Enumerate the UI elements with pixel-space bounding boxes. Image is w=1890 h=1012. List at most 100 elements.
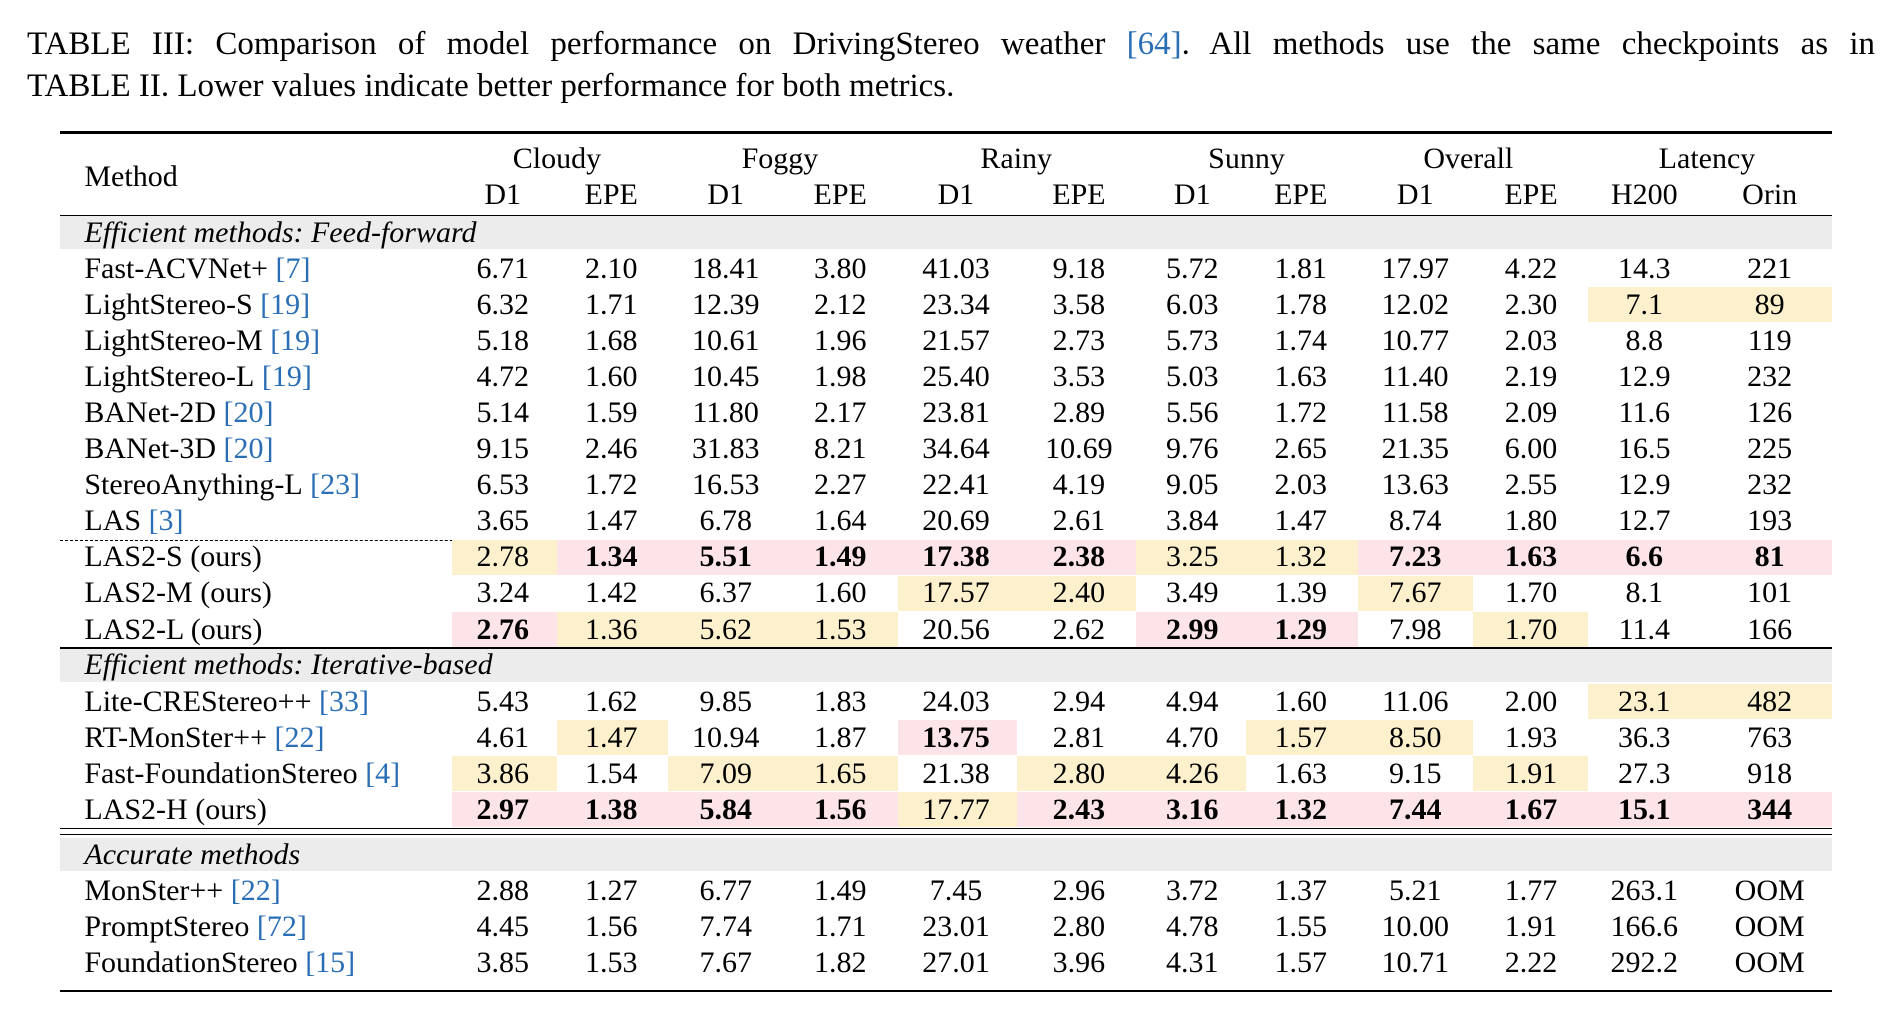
table-cell: 6.77 (699, 873, 752, 907)
column-header: Method (84, 160, 178, 194)
table-cell: 11.6 (1618, 396, 1670, 430)
table-cell: 10.45 (691, 359, 760, 393)
method-text: RT-MonSter++ (84, 720, 267, 754)
table-cell: 1.27 (584, 873, 638, 907)
table-cell: 89 (1754, 287, 1785, 321)
table-cell: 20.56 (922, 612, 990, 646)
table-cell: 7.23 (1389, 540, 1442, 574)
cell-highlight (556, 792, 669, 828)
table-cell: 5.51 (699, 540, 752, 574)
table-cell: 232 (1747, 359, 1793, 393)
table-cell: 9.15 (476, 432, 529, 466)
table-cell: 1.59 (584, 396, 638, 430)
table-cell: 8.8 (1625, 323, 1664, 357)
table-cell: 1.72 (584, 468, 638, 502)
method-text: Lite-CREStereo++ (84, 684, 312, 718)
table-cell: 14.3 (1618, 251, 1671, 285)
table-cell: 2.99 (1165, 612, 1219, 646)
section-title: Efficient methods: Feed-forward (84, 215, 477, 249)
method-text: Fast-ACVNet+ (84, 251, 268, 285)
table-cell: 21.57 (922, 323, 990, 357)
group-header: Foggy (741, 142, 819, 176)
table-cell: 1.60 (813, 576, 867, 610)
table-cell: 24.03 (922, 684, 990, 718)
table-cell: 5.43 (476, 684, 529, 718)
cell-highlight (1017, 575, 1136, 611)
cell-highlight (1246, 720, 1358, 756)
cell-highlight (556, 539, 669, 575)
column-header: D1 (484, 178, 522, 212)
table-cell: 1.62 (584, 684, 638, 718)
caption-line: TABLE II. Lower values indicate better p… (27, 68, 955, 104)
table-cell: 1.53 (813, 612, 867, 646)
method-text: MonSter++ (84, 873, 224, 907)
table-cell: 2.80 (1052, 756, 1106, 790)
table-cell: 1.70 (1504, 612, 1558, 646)
method-text: LightStereo-S (84, 287, 253, 321)
table-cell: 1.77 (1504, 873, 1558, 907)
bottom-rule (60, 989, 1833, 993)
table-cell: 2.96 (1052, 873, 1106, 907)
table-cell: 119 (1747, 323, 1792, 357)
cell-highlight (898, 575, 1018, 611)
column-header: EPE (813, 178, 867, 212)
table-cell: 1.49 (813, 873, 867, 907)
method-text: LAS2-L (ours) (84, 612, 263, 646)
method-text: LightStereo-L (84, 359, 255, 393)
table-cell: 4.19 (1052, 468, 1106, 502)
table-cell: 4.72 (476, 359, 529, 393)
cell-highlight (782, 756, 899, 792)
cell-highlight (452, 792, 557, 828)
table-cell: 1.70 (1504, 576, 1558, 610)
method-name: LAS [3] (84, 503, 183, 539)
cell-highlight (1473, 756, 1588, 792)
table-cell: 5.14 (476, 396, 529, 430)
table-cell: 10.61 (691, 323, 760, 357)
cell-highlight (1246, 792, 1358, 828)
table-cell: 2.62 (1052, 612, 1106, 646)
column-header: D1 (707, 178, 745, 212)
table-cell: 166.6 (1610, 909, 1679, 943)
table-cell: 1.91 (1504, 909, 1558, 943)
table-cell: 8.50 (1389, 720, 1442, 754)
table-cell: 1.49 (813, 540, 867, 574)
table-cell: 5.18 (476, 323, 529, 357)
cell-highlight (1706, 287, 1833, 323)
table-cell: 1.98 (813, 359, 867, 393)
table-cell: 10.77 (1381, 323, 1450, 357)
cell-highlight (1246, 539, 1358, 575)
table-cell: 1.87 (813, 720, 867, 754)
cell-highlight (1357, 720, 1474, 756)
section-band (60, 649, 1833, 682)
cell-highlight (452, 539, 557, 575)
table-cell: 7.67 (699, 945, 752, 979)
cell-highlight (556, 720, 669, 756)
cell-highlight (1587, 792, 1707, 828)
table-cell: 1.29 (1274, 612, 1327, 646)
table-cell: 16.5 (1618, 432, 1671, 466)
citation: [19] (260, 287, 311, 321)
table-cell: 11.80 (692, 396, 759, 430)
table-cell: 6.71 (476, 251, 529, 285)
table-cell: 2.97 (476, 792, 529, 826)
table-cell: 23.1 (1618, 684, 1671, 718)
column-header: EPE (1504, 178, 1558, 212)
table-cell: 1.55 (1274, 909, 1327, 943)
table-cell: 10.94 (691, 720, 760, 754)
table-cell: 4.26 (1165, 756, 1219, 790)
table-cell: 13.63 (1381, 468, 1450, 502)
table-cell: 3.49 (1165, 576, 1219, 610)
table-cell: 1.63 (1274, 756, 1327, 790)
table-cell: 10.71 (1381, 945, 1450, 979)
table-cell: 17.77 (922, 792, 990, 826)
method-text: StereoAnything-L (84, 468, 303, 502)
table-cell: 1.47 (584, 504, 638, 538)
table-cell: 4.61 (476, 720, 529, 754)
table-cell: 918 (1747, 756, 1793, 790)
cell-highlight (1473, 612, 1588, 648)
caption-text: . All methods use the same checkpoints a… (1181, 26, 1875, 62)
table-cell: 11.40 (1382, 359, 1449, 393)
cell-highlight (1706, 539, 1833, 575)
table-cell: 23.81 (922, 396, 990, 430)
